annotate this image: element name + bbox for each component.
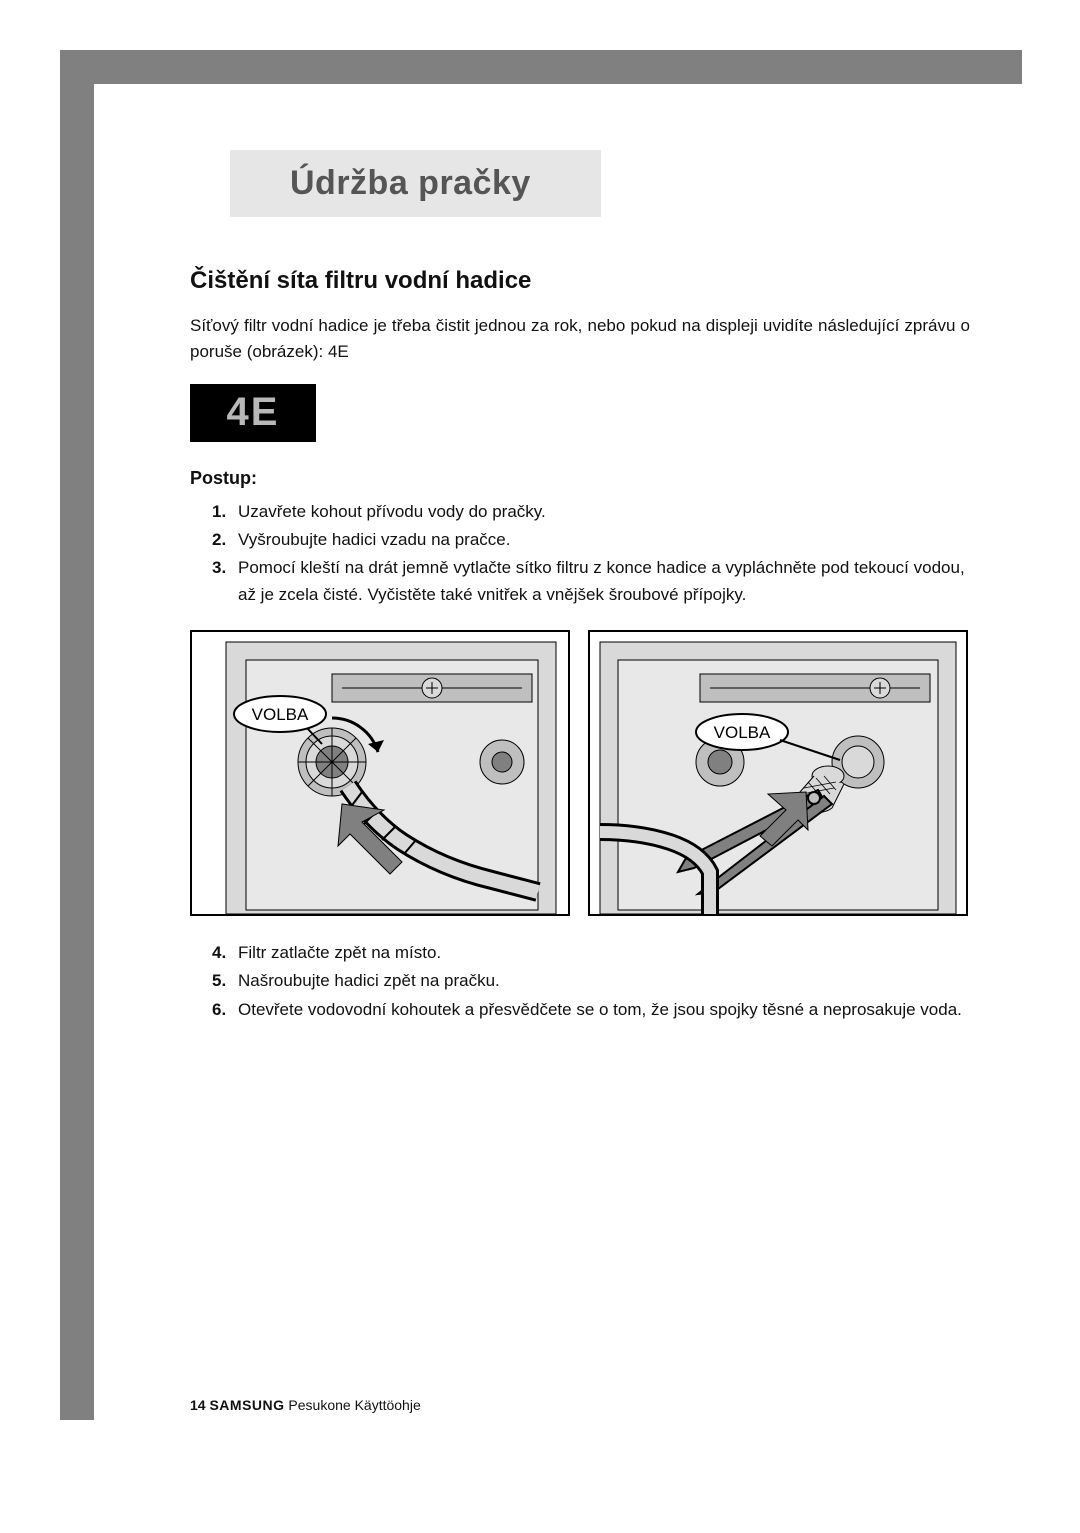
step-text: Pomocí kleští na drát jemně vytlačte sít…	[238, 555, 970, 608]
step-text: Filtr zatlačte zpět na místo.	[238, 940, 970, 966]
figure-2-label: VOLBA	[714, 723, 771, 742]
error-code-display: 4E	[190, 384, 316, 442]
intro-paragraph: Síťový filtr vodní hadice je třeba čisti…	[190, 313, 970, 366]
content-area: Údržba pračky Čištění síta filtru vodní …	[190, 150, 970, 1045]
step-item: 6. Otevřete vodovodní kohoutek a přesvěd…	[212, 997, 970, 1023]
step-number: 6.	[212, 997, 238, 1023]
figure-1-label: VOLBA	[252, 705, 309, 724]
figure-2: VOLBA	[588, 630, 968, 916]
step-text: Našroubujte hadici zpět na pračku.	[238, 968, 970, 994]
steps-list-a: 1. Uzavřete kohout přívodu vody do pračk…	[212, 499, 970, 608]
figure-1-svg: VOLBA	[192, 632, 568, 914]
frame-top-bar	[60, 50, 1022, 84]
step-item: 2. Vyšroubujte hadici vzadu na pračce.	[212, 527, 970, 553]
step-number: 4.	[212, 940, 238, 966]
footer-text: Pesukone Käyttöohje	[288, 1397, 420, 1413]
procedure-label: Postup:	[190, 468, 970, 489]
page-number: 14	[190, 1397, 206, 1413]
figure-2-svg: VOLBA	[590, 632, 966, 914]
figures-row: VOLBA	[190, 630, 970, 916]
section-heading: Čištění síta filtru vodní hadice	[190, 267, 970, 295]
step-item: 3. Pomocí kleští na drát jemně vytlačte …	[212, 555, 970, 608]
step-item: 4. Filtr zatlačte zpět na místo.	[212, 940, 970, 966]
page-title-box: Údržba pračky	[230, 150, 601, 217]
frame-left-bar	[60, 50, 94, 1420]
step-text: Otevřete vodovodní kohoutek a přesvědčet…	[238, 997, 970, 1023]
page-footer: 14 SAMSUNG Pesukone Käyttöohje	[190, 1397, 421, 1413]
step-number: 1.	[212, 499, 238, 525]
page-title: Údržba pračky	[290, 164, 531, 203]
step-number: 3.	[212, 555, 238, 608]
step-text: Vyšroubujte hadici vzadu na pračce.	[238, 527, 970, 553]
step-number: 2.	[212, 527, 238, 553]
brand-name: SAMSUNG	[209, 1397, 284, 1413]
figure-1: VOLBA	[190, 630, 570, 916]
steps-list-b: 4. Filtr zatlačte zpět na místo. 5. Našr…	[212, 940, 970, 1023]
step-number: 5.	[212, 968, 238, 994]
step-item: 5. Našroubujte hadici zpět na pračku.	[212, 968, 970, 994]
step-text: Uzavřete kohout přívodu vody do pračky.	[238, 499, 970, 525]
manual-page: Údržba pračky Čištění síta filtru vodní …	[0, 0, 1080, 1533]
step-item: 1. Uzavřete kohout přívodu vody do pračk…	[212, 499, 970, 525]
